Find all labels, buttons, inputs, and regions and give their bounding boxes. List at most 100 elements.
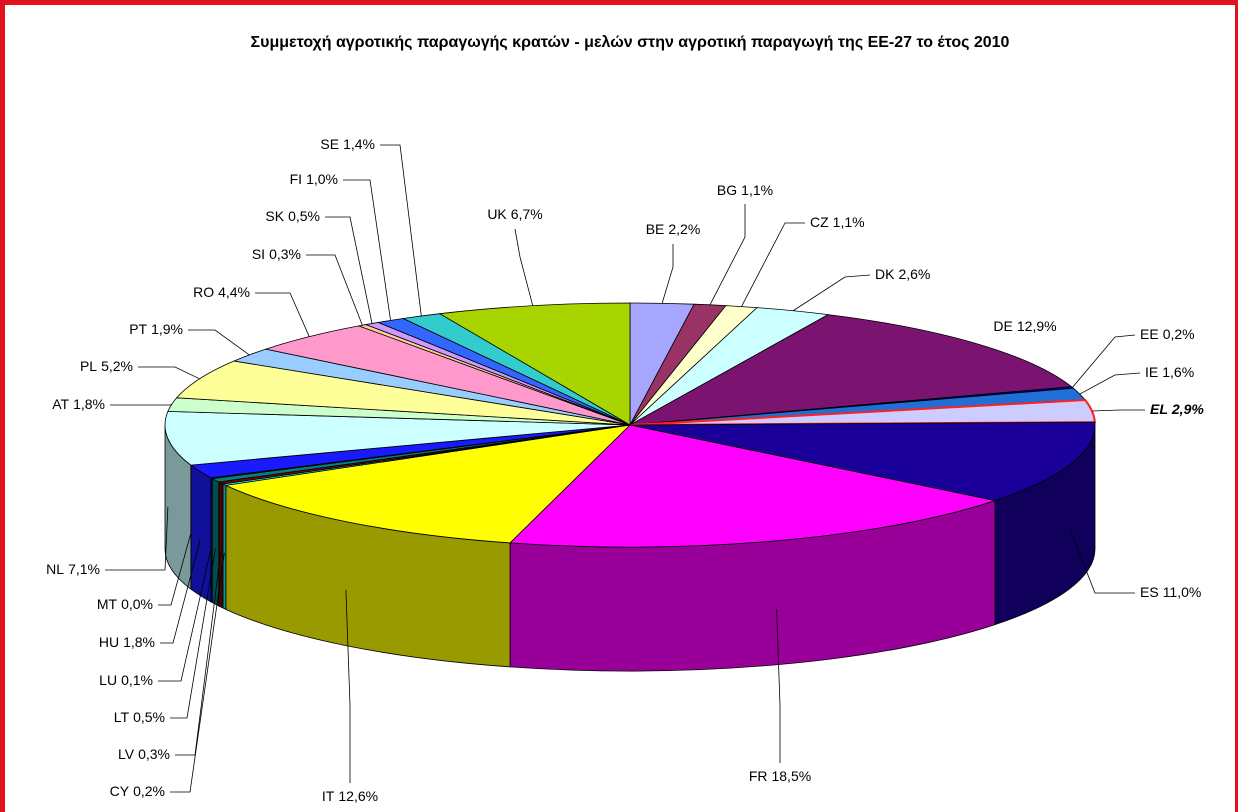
pie-slice — [175, 360, 631, 426]
slice-label: LU 0,1% — [99, 672, 153, 688]
leader-line — [1079, 372, 1141, 395]
slice-value-label: 2,9% — [1171, 401, 1204, 417]
leader-line — [325, 216, 373, 324]
slice-category: CY — [110, 783, 130, 799]
slice-value-label: 2,2% — [668, 221, 700, 237]
pie-slice-side — [222, 483, 227, 610]
slice-category: FR — [749, 768, 768, 784]
pie-slice — [629, 421, 1096, 502]
labels: BE 2,2%BG 1,1%CZ 1,1%DK 2,6%DE 12,9% EE 0,2%IE 1… — [46, 136, 1204, 804]
slice-value-label: 6,7% — [511, 206, 543, 222]
leader-line — [776, 608, 781, 763]
slice-value-label: 0,2% — [133, 783, 165, 799]
pie-slice — [164, 411, 631, 466]
slice-label: SI 0,3% — [252, 246, 301, 262]
slice-value-label: 1,8% — [73, 396, 105, 412]
slice-category: IT — [322, 788, 335, 804]
slice-label: ES 11,0% — [1140, 584, 1201, 600]
slice-category: SI — [252, 246, 265, 262]
slice-label: BE 2,2% — [646, 221, 701, 237]
slice-category: LU — [99, 672, 117, 688]
leader-line — [380, 144, 422, 317]
slice-value-label: 0,5% — [288, 208, 320, 224]
slice-category: ES — [1140, 584, 1159, 600]
slice-value-label: 1,6% — [1162, 364, 1194, 380]
leader-line — [343, 179, 391, 321]
pie-slice — [509, 424, 997, 548]
leader-line — [170, 548, 216, 719]
slice-value-label: 1,1% — [741, 182, 773, 198]
slice-value-label: 1,0% — [306, 171, 338, 187]
slice-value-label: 5,2% — [101, 358, 133, 374]
slice-value-label: 1,9% — [151, 321, 183, 337]
slice-label: AT 1,8% — [52, 396, 105, 412]
slice-value-label: 11,0% — [1163, 584, 1202, 600]
leader-line — [160, 539, 201, 644]
pie-slice — [629, 314, 1073, 426]
slice-category: UK — [487, 206, 507, 222]
leader-line — [170, 552, 225, 793]
leader-line — [792, 274, 871, 312]
slice-category: HU — [99, 634, 119, 650]
leader-line — [514, 228, 534, 306]
slice-label: IT 12,6% — [322, 788, 378, 804]
slice-category: EL — [1150, 401, 1168, 417]
slice-category: SK — [265, 208, 284, 224]
leader-line — [1091, 409, 1145, 412]
slice-category: BG — [717, 182, 737, 198]
slice-value-label: 18,5% — [771, 768, 811, 784]
slice-value-label: 12,6% — [338, 788, 378, 804]
pie-slice-side — [211, 477, 220, 607]
slice-category: EE — [1140, 326, 1159, 342]
pie-tops — [164, 302, 1096, 548]
chart-title: Συμμετοχή αγροτικής παραγωγής κρατών - μ… — [251, 34, 1010, 51]
slice-label: SE 1,4% — [320, 136, 375, 152]
slice-label: MT 0,0% — [97, 596, 153, 612]
slice-label: HU 1,8% — [99, 634, 155, 650]
slice-category: AT — [52, 396, 69, 412]
pie-sides — [164, 424, 1096, 672]
slice-label: UK 6,7% — [487, 206, 542, 222]
slice-category: PL — [80, 358, 97, 374]
slice-value-label: 12,9% — [1017, 318, 1057, 334]
leader-line — [661, 244, 674, 304]
slice-label: NL 7,1% — [46, 561, 100, 577]
slice-label: FI 1,0% — [290, 171, 338, 187]
leader-line — [1070, 531, 1135, 594]
leader-line — [741, 222, 805, 307]
slice-category: DE — [993, 318, 1012, 334]
slice-label: SK 0,5% — [265, 208, 320, 224]
slice-value-label: 1,1% — [833, 214, 865, 230]
leader-line — [188, 329, 250, 356]
chart: Συμμετοχή αγροτικής παραγωγής κρατών - μ… — [46, 34, 1204, 804]
slice-value-label: 0,2% — [1163, 326, 1195, 342]
slice-label: CY 0,2% — [110, 783, 165, 799]
leader-line — [158, 533, 192, 606]
pie-slice-side — [190, 464, 212, 603]
slice-category: MT — [97, 596, 118, 612]
slice-label: EL 2,9% — [1150, 401, 1204, 417]
pie-slice — [224, 424, 632, 544]
slice-value-label: 0,3% — [269, 246, 301, 262]
slice-label: BG 1,1% — [717, 182, 773, 198]
leader-line — [255, 292, 310, 337]
slice-label: LT 0,5% — [114, 709, 165, 725]
slice-category: SE — [320, 136, 339, 152]
slice-category: PT — [129, 321, 147, 337]
slice-category: FI — [290, 171, 302, 187]
leader-line — [138, 366, 200, 380]
leader-line — [175, 551, 222, 756]
slice-category: RO — [193, 284, 214, 300]
slice-label: PT 1,9% — [129, 321, 183, 337]
leader-line — [306, 254, 363, 326]
slice-value-label: 4,4% — [218, 284, 250, 300]
slice-label: RO 4,4% — [193, 284, 250, 300]
slice-label: LV 0,3% — [118, 746, 170, 762]
slice-value-label: 1,8% — [123, 634, 155, 650]
slice-value-label: 0,5% — [133, 709, 165, 725]
slice-value-label: 0,3% — [138, 746, 170, 762]
slice-label: EE 0,2% — [1140, 326, 1195, 342]
slice-category: LV — [118, 746, 135, 762]
leader-line — [709, 204, 746, 306]
slice-value-label: 0,1% — [121, 672, 153, 688]
